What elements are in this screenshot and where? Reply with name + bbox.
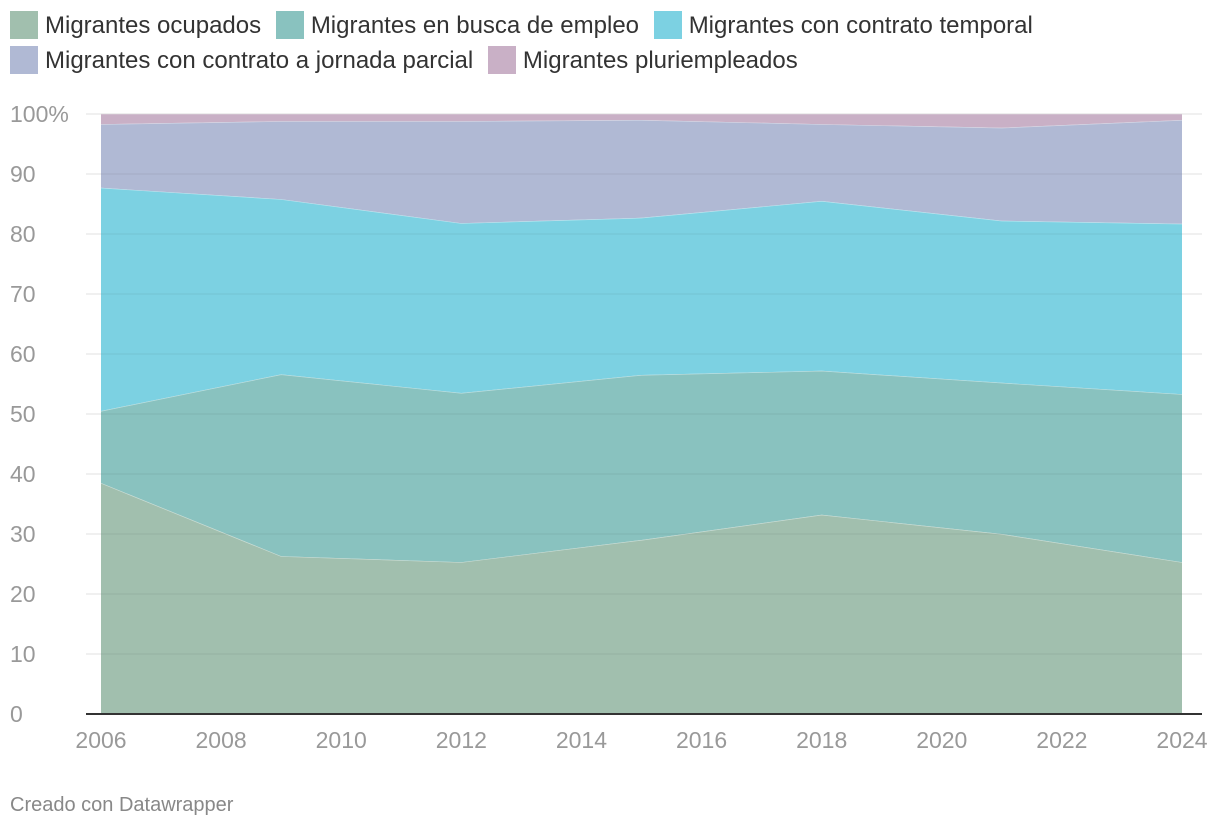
legend-item: Migrantes con contrato temporal — [653, 8, 1033, 43]
x-tick-label: 2008 — [196, 727, 247, 753]
area-series-migrantes-ocupados — [101, 483, 1182, 714]
legend-swatch — [275, 11, 304, 39]
x-tick-label: 2024 — [1156, 727, 1207, 753]
legend-label: Migrantes pluriempleados — [522, 47, 798, 74]
legend-swatch — [487, 46, 516, 74]
y-tick-label: 40 — [10, 461, 36, 487]
x-tick-label: 2006 — [75, 727, 126, 753]
x-tick-label: 2016 — [676, 727, 727, 753]
area-series-migrantes-con-contrato-temporal — [101, 187, 1182, 411]
y-tick-label: 80 — [10, 221, 36, 247]
legend-item: Migrantes ocupados — [10, 8, 261, 43]
legend-swatch — [653, 11, 682, 39]
x-tick-label: 2022 — [1036, 727, 1087, 753]
area-series-migrantes-con-contrato-a-jornada-parcial — [101, 120, 1182, 224]
area-series — [100, 113, 1183, 714]
chart-legend: Migrantes ocupados Migrantes en busca de… — [10, 8, 1215, 78]
y-tick-label: 50 — [10, 401, 36, 427]
axes: 0 10 20 30 40 50 60 70 80 90 100% 2006 2008 2010 2012 2… — [10, 101, 1208, 753]
legend-swatch — [10, 46, 38, 74]
area-series-migrantes-pluriempleados — [101, 114, 1182, 128]
x-tick-label: 2012 — [436, 727, 487, 753]
legend-label: Migrantes en busca de empleo — [310, 12, 640, 39]
x-tick-label: 2020 — [916, 727, 967, 753]
y-tick-label: 70 — [10, 281, 36, 307]
legend-label: Migrantes ocupados — [45, 12, 262, 39]
y-tick-label: 30 — [10, 521, 36, 547]
y-tick-label: 90 — [10, 161, 36, 187]
footer-credit: Creado con Datawrapper — [10, 794, 234, 816]
y-tick-label: 20 — [10, 581, 36, 607]
legend-item: Migrantes pluriempleados — [487, 43, 798, 78]
x-tick-label: 2014 — [556, 727, 607, 753]
x-tick-label: 2010 — [316, 727, 367, 753]
legend-label: Migrantes con contrato a jornada parcial — [45, 47, 474, 74]
legend-label: Migrantes con contrato temporal — [688, 12, 1033, 39]
y-tick-label: 10 — [10, 641, 36, 667]
area-series-migrantes-en-busca-de-empleo — [101, 370, 1182, 563]
legend-swatch — [10, 11, 38, 39]
legend-item: Migrantes en busca de empleo — [275, 8, 640, 43]
y-tick-label: 60 — [10, 341, 36, 367]
y-tick-label: 100% — [10, 101, 69, 127]
legend-item: Migrantes con contrato a jornada parcial — [10, 43, 473, 78]
x-tick-label: 2018 — [796, 727, 847, 753]
y-tick-label: 0 — [10, 701, 23, 727]
